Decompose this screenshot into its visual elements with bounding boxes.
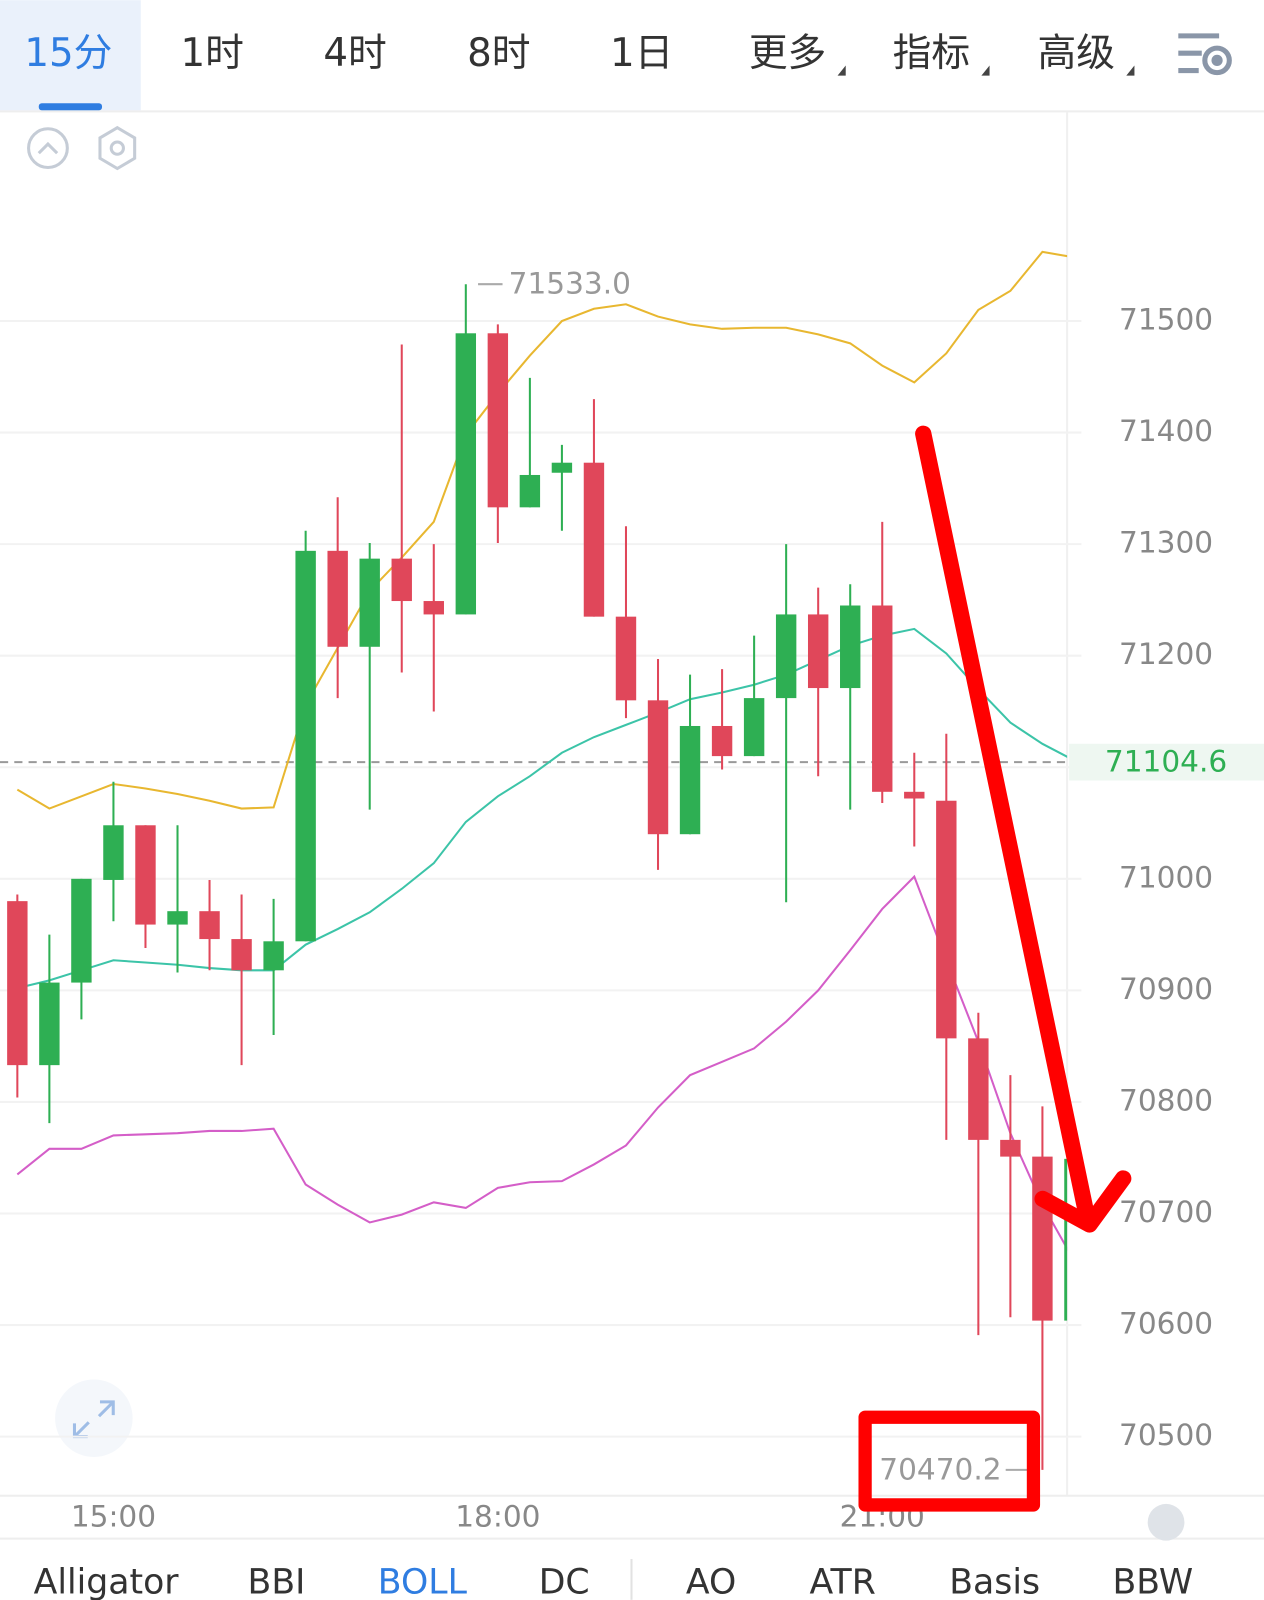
logo-icon [1147, 1503, 1185, 1541]
top-tab[interactable]: 高级 [1038, 31, 1116, 76]
y-tick-label: 71300 [1119, 526, 1213, 560]
labels: 7050070600707007080070900710007110071200… [71, 267, 1264, 1534]
y-tick-label: 71400 [1119, 414, 1213, 448]
y-tick-label: 70900 [1119, 972, 1213, 1006]
top-tab[interactable]: 指标 [893, 31, 971, 76]
settings-icon[interactable] [1178, 33, 1232, 76]
x-tick-label: 15:00 [71, 1500, 156, 1534]
indicator-tab[interactable]: Basis [949, 1562, 1040, 1600]
boll-line [16, 250, 1068, 810]
top-tab[interactable]: 更多 [749, 31, 827, 76]
candle-body [647, 700, 669, 835]
candle-body [327, 550, 348, 647]
candle-body [583, 462, 605, 617]
candle-body [551, 462, 573, 473]
candle-body [231, 939, 252, 971]
y-tick-label: 71000 [1119, 860, 1213, 894]
y-tick-label: 70800 [1119, 1083, 1213, 1117]
top-tab[interactable]: 1时 [180, 31, 243, 76]
top-tab[interactable]: 1日 [610, 31, 673, 76]
boll-line [17, 627, 1068, 990]
indicator-tab[interactable]: AO [686, 1562, 736, 1600]
candle-body [167, 911, 188, 925]
y-tick-label: 70700 [1119, 1195, 1213, 1229]
candle-body [295, 550, 316, 942]
candle-body [71, 878, 92, 983]
x-tick-label: 18:00 [455, 1500, 540, 1534]
candle-body [1000, 1139, 1021, 1157]
candle-body [263, 941, 284, 971]
expand-button[interactable] [55, 1379, 133, 1457]
indicator-tab[interactable]: ATR [810, 1562, 876, 1600]
indicator-tab[interactable]: BBW [1112, 1562, 1193, 1600]
active-tab-underline [38, 103, 103, 111]
collapse-icon[interactable] [27, 127, 69, 170]
last-price-bg [1069, 743, 1264, 781]
candle-body [775, 614, 797, 699]
candle-body [391, 558, 412, 602]
settings-hex-icon[interactable] [98, 125, 137, 171]
candle-body [904, 791, 925, 799]
boll-line [16, 874, 1068, 1251]
indicator-tab[interactable]: BOLL [378, 1562, 468, 1600]
candle-body [743, 698, 765, 757]
candle-body [1032, 1156, 1053, 1321]
candle-body [39, 982, 60, 1066]
candle-body [199, 911, 220, 940]
candle-body [679, 725, 701, 835]
indicator-tab[interactable]: DC [539, 1562, 590, 1600]
candle-body [936, 800, 957, 1039]
last-price-label: 71104.6 [1105, 745, 1227, 779]
top-tab[interactable]: 8时 [467, 31, 530, 76]
candle-body [968, 1038, 989, 1140]
settings-hex-dot [109, 140, 125, 156]
candle-body [423, 601, 444, 615]
y-tick-label: 70600 [1119, 1307, 1213, 1341]
candle-body [455, 333, 477, 615]
min-label: 70470.2 [879, 1452, 1001, 1486]
candle-body [103, 825, 124, 880]
annotation [858, 425, 1132, 1512]
candle-body [615, 616, 637, 701]
candle-body [519, 474, 541, 508]
y-tick-label: 70500 [1119, 1418, 1213, 1452]
candle-body [359, 558, 380, 647]
y-tick-label: 71500 [1119, 303, 1213, 337]
top-tab[interactable]: 4时 [323, 31, 386, 76]
y-tick-label: 71200 [1119, 637, 1213, 671]
candle-body [840, 605, 861, 689]
top-tab[interactable]: 15分 [24, 31, 112, 76]
candle-body [1064, 1158, 1068, 1321]
candle-body [7, 901, 28, 1066]
indicator-tab[interactable]: Alligator [34, 1562, 180, 1600]
candle-body [872, 605, 893, 792]
candle-body [807, 614, 829, 689]
candle-body [711, 725, 733, 757]
indicator-tab[interactable]: BBI [248, 1562, 306, 1600]
max-label: 71533.0 [509, 267, 631, 301]
candle-body [487, 333, 509, 508]
candle-body [135, 825, 156, 925]
active-tab-bg [0, 0, 141, 111]
